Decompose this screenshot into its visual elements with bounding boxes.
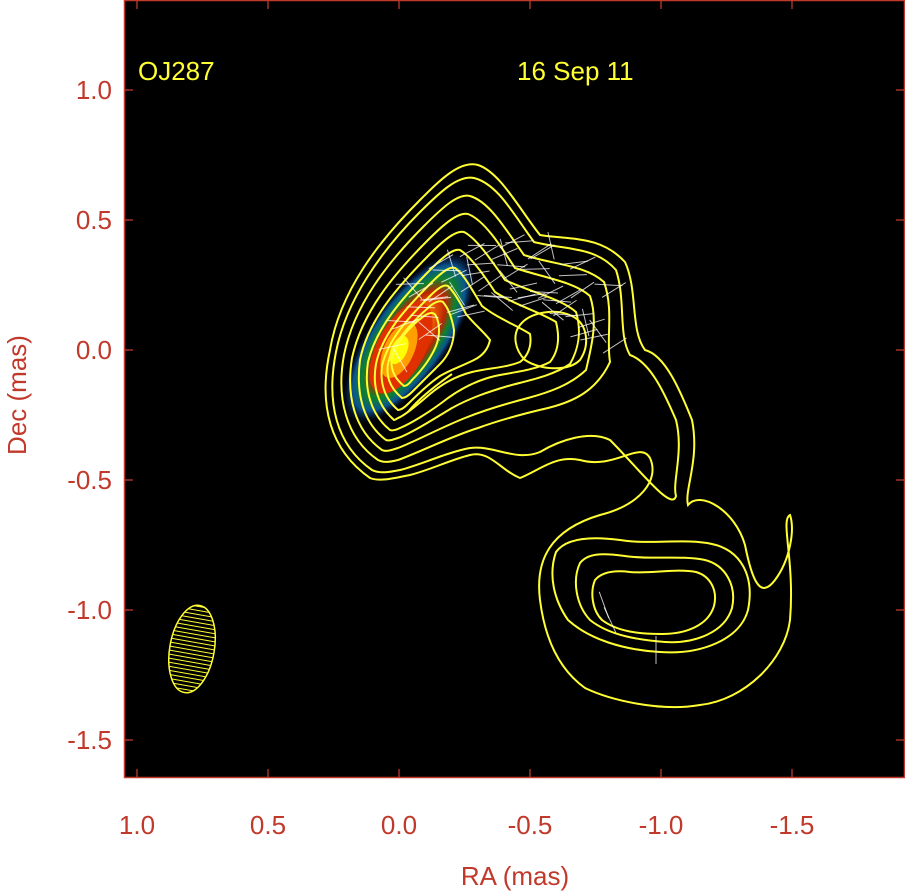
x-tick-label: -1.0 [639, 810, 684, 840]
y-tick-label: 1.0 [76, 75, 112, 105]
x-axis-label: RA (mas) [461, 861, 569, 891]
x-tick-label: 1.0 [119, 810, 155, 840]
x-tick-label: -0.5 [508, 810, 553, 840]
plot-background [124, 0, 905, 778]
epoch-label: 16 Sep 11 [517, 56, 634, 86]
y-tick-label: -1.5 [67, 725, 112, 755]
y-tick-label: -0.5 [67, 465, 112, 495]
x-tick-label: 0.0 [381, 810, 417, 840]
y-axis-label: Dec (mas) [2, 335, 32, 455]
y-tick-label: -1.0 [67, 595, 112, 625]
x-tick-label: 0.5 [250, 810, 286, 840]
x-tick-label: -1.5 [770, 810, 815, 840]
y-tick-label: 0.0 [76, 335, 112, 365]
source-name-label: OJ287 [138, 56, 215, 86]
y-tick-label: 0.5 [76, 205, 112, 235]
